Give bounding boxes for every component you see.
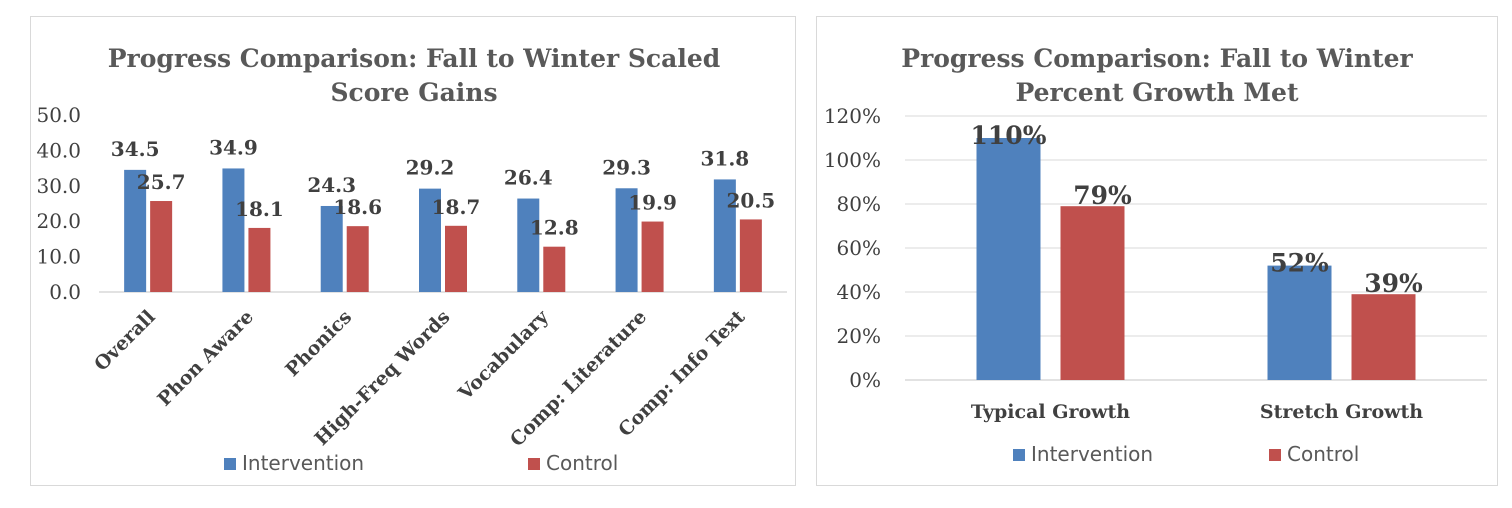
data-label: 110%: [971, 121, 1047, 150]
bar-control: [1351, 294, 1416, 380]
data-label: 19.9: [628, 191, 677, 215]
bar-control: [1060, 206, 1125, 380]
data-label: 31.8: [700, 146, 749, 170]
y-tick-label: 20.0: [36, 209, 81, 233]
x-category-label: Phon Aware: [153, 306, 258, 411]
legend-label-control: Control: [1287, 442, 1359, 466]
data-label: 39%: [1364, 269, 1423, 298]
legend-swatch-control: [1269, 449, 1281, 461]
chart-scaled-score-gains: Progress Comparison: Fall to Winter Scal…: [36, 44, 787, 475]
x-category-label: Stretch Growth: [1260, 401, 1423, 423]
legend-swatch-intervention: [1013, 449, 1025, 461]
bar-control: [543, 246, 566, 292]
data-label: 24.3: [307, 173, 356, 197]
y-tick-label: 120%: [824, 104, 881, 128]
data-label: 34.9: [209, 135, 258, 159]
bar-intervention: [517, 198, 540, 292]
bar-control: [346, 226, 369, 292]
y-tick-label: 50.0: [36, 103, 81, 127]
legend-swatch-control: [528, 458, 540, 470]
bar-intervention: [222, 168, 245, 292]
bar-intervention: [124, 169, 147, 292]
data-label: 52%: [1270, 249, 1329, 278]
data-label: 12.8: [530, 216, 579, 240]
chart-percent-growth-met: Progress Comparison: Fall to Winter Perc…: [824, 44, 1487, 466]
data-label: 18.6: [333, 195, 382, 219]
legend-label-control: Control: [546, 451, 618, 475]
chart-title-line-2: Percent Growth Met: [1015, 78, 1298, 107]
bar-control: [641, 221, 664, 292]
legend-label-intervention: Intervention: [242, 451, 364, 475]
data-label: 25.7: [137, 170, 186, 194]
data-label: 26.4: [504, 166, 553, 190]
y-tick-label: 60%: [837, 236, 881, 260]
y-tick-label: 100%: [824, 148, 881, 172]
data-label: 18.7: [432, 195, 481, 219]
x-category-label: Phonics: [281, 306, 356, 381]
y-tick-label: 10.0: [36, 245, 81, 269]
y-tick-label: 0%: [849, 368, 881, 392]
chart-panel-scaled-score-gains: Progress Comparison: Fall to Winter Scal…: [30, 16, 796, 486]
x-category-label: Overall: [90, 306, 160, 376]
data-label: 79%: [1073, 181, 1132, 210]
bar-intervention: [419, 188, 441, 292]
bar-control: [150, 201, 173, 292]
legend-label-intervention: Intervention: [1031, 442, 1153, 466]
data-label: 29.3: [602, 155, 651, 179]
bar-control: [445, 225, 467, 292]
bar-intervention: [615, 188, 638, 292]
x-category-label: Vocabulary: [454, 305, 554, 405]
bar-control: [248, 227, 271, 292]
bar-intervention: [713, 179, 736, 292]
data-label: 29.2: [406, 156, 455, 180]
data-label: 18.1: [235, 197, 284, 221]
chart-title-line-1: Progress Comparison: Fall to Winter Scal…: [108, 44, 721, 73]
bar-intervention: [1267, 265, 1332, 380]
y-tick-label: 80%: [837, 192, 881, 216]
y-tick-label: 40%: [837, 280, 881, 304]
data-label: 20.5: [726, 188, 775, 212]
y-tick-label: 20%: [837, 324, 881, 348]
y-tick-label: 30.0: [36, 174, 81, 198]
x-category-label: Typical Growth: [971, 401, 1130, 423]
y-tick-label: 0.0: [49, 280, 81, 304]
y-tick-label: 40.0: [36, 138, 81, 162]
legend-swatch-intervention: [224, 458, 236, 470]
bar-control: [739, 219, 762, 292]
bar-intervention: [976, 138, 1041, 380]
chart-title-line-1: Progress Comparison: Fall to Winter: [901, 44, 1413, 73]
chart-title-line-2: Score Gains: [330, 78, 497, 107]
data-label: 34.5: [111, 137, 160, 161]
chart-panel-percent-growth-met: Progress Comparison: Fall to Winter Perc…: [816, 16, 1498, 486]
bar-intervention: [320, 205, 343, 292]
